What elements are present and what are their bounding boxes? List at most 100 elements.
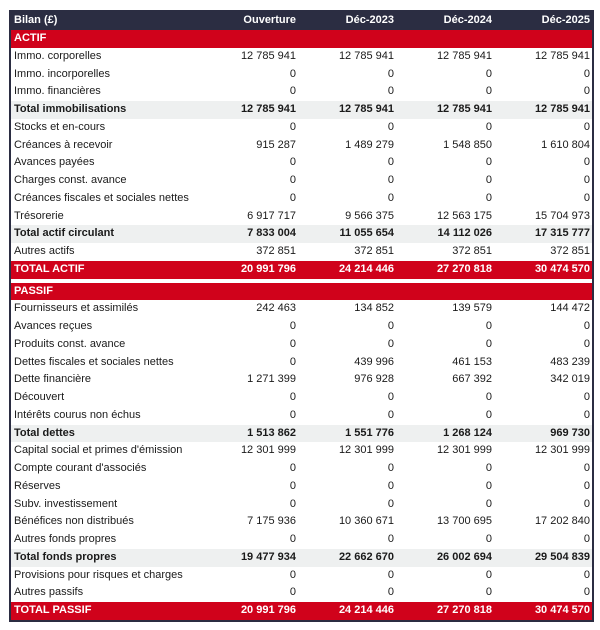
row-value: 0 <box>387 462 394 474</box>
row-value: 22 662 670 <box>338 550 394 563</box>
row-value: 17 202 840 <box>534 515 590 528</box>
row-value: 0 <box>289 191 296 204</box>
table-row: Charges const. avance 0 0 0 0 <box>11 172 592 190</box>
table-row: Bénéfices non distribués 7 175 936 10 360 … <box>11 513 592 531</box>
table-row: Compte courant d'associés 0 0 0 0 <box>11 460 592 478</box>
row-value: 372 851 <box>354 245 394 257</box>
row-value: 0 <box>485 497 492 510</box>
row-value: 0 <box>289 391 296 403</box>
row-value: 12 301 999 <box>436 444 492 457</box>
row-value: 24 214 446 <box>338 604 394 616</box>
table-row: Intérêts courus non échus 0 0 0 0 <box>11 407 592 425</box>
row-value: 0 <box>583 497 590 510</box>
row-label: Produits const. avance <box>14 337 126 350</box>
row-value: 0 <box>485 191 492 204</box>
subtotal-row: Total dettes 1 513 862 1 551 776 1 268 124 9… <box>11 424 592 443</box>
row-value: 0 <box>289 320 296 332</box>
row-value: 0 <box>387 156 394 169</box>
row-label: Créances à recevoir <box>14 138 113 151</box>
row-value: 0 <box>485 337 492 350</box>
row-value: 12 301 999 <box>534 444 590 457</box>
row-value: 0 <box>289 67 296 80</box>
row-label: Immo. financières <box>14 85 101 98</box>
row-value: 1 513 862 <box>247 426 296 439</box>
row-value: 0 <box>485 568 492 581</box>
row-label: Charges const. avance <box>14 174 127 186</box>
row-value: 969 730 <box>550 426 590 439</box>
row-value: 29 504 839 <box>534 550 590 563</box>
row-value: 342 019 <box>550 373 590 386</box>
row-value: 0 <box>583 320 590 332</box>
row-value: 0 <box>583 391 590 403</box>
row-label: Intérêts courus non échus <box>14 408 141 421</box>
row-label: Immo. incorporelles <box>14 67 110 80</box>
header-label: Bilan (£) <box>14 14 58 26</box>
subtotal-row: Total actif circulant 7 833 004 11 055 654… <box>11 225 592 243</box>
row-value: 17 315 777 <box>534 227 590 240</box>
row-value: 372 851 <box>550 245 590 257</box>
row-value: 0 <box>583 568 590 581</box>
row-value: 0 <box>289 479 296 492</box>
balance-sheet-table: Bilan (£) Ouverture Déc-2023 Déc-2024 Dé… <box>9 10 594 622</box>
row-value: 0 <box>485 67 492 80</box>
row-value: 139 579 <box>452 302 492 315</box>
grand-total-row: TOTAL PASSIF 20 991 796 24 214 446 27 270 8… <box>11 602 592 620</box>
row-value: 0 <box>387 320 394 332</box>
row-value: 0 <box>583 174 590 186</box>
row-value: 12 785 941 <box>338 49 394 62</box>
row-value: 30 474 570 <box>534 262 590 275</box>
row-value: 0 <box>289 85 296 98</box>
table-row: Autres passifs 0 0 0 0 <box>11 584 592 602</box>
row-value: 0 <box>289 156 296 169</box>
row-value: 0 <box>289 337 296 350</box>
column-header: Déc-2025 <box>541 14 590 26</box>
row-label: Avances reçues <box>14 320 93 332</box>
row-label: Total fonds propres <box>14 550 117 563</box>
table-row: Fournisseurs et assimilés 242 463 134 852 1… <box>11 300 592 318</box>
row-value: 7 833 004 <box>247 227 296 240</box>
row-value: 0 <box>485 156 492 169</box>
row-value: 0 <box>583 337 590 350</box>
section-title: PASSIF <box>14 284 53 297</box>
row-label: Immo. corporelles <box>14 49 102 62</box>
row-value: 461 153 <box>452 355 492 368</box>
row-value: 12 785 941 <box>338 103 394 115</box>
row-label: Autres actifs <box>14 245 75 257</box>
row-value: 0 <box>387 337 394 350</box>
row-value: 0 <box>289 497 296 510</box>
table-row: Trésorerie 6 917 717 9 566 375 12 563 175 15… <box>11 208 592 226</box>
row-value: 12 785 941 <box>534 103 590 115</box>
row-value: 0 <box>485 174 492 186</box>
row-value: 0 <box>387 586 394 599</box>
row-value: 0 <box>583 586 590 599</box>
row-value: 0 <box>485 462 492 474</box>
row-value: 0 <box>387 497 394 510</box>
row-label: Dettes fiscales et sociales nettes <box>14 355 174 368</box>
column-header: Ouverture <box>243 14 296 26</box>
row-value: 0 <box>583 85 590 98</box>
row-value: 0 <box>583 479 590 492</box>
row-value: 0 <box>485 391 492 403</box>
row-value: 13 700 695 <box>436 515 492 528</box>
row-value: 6 917 717 <box>247 209 296 222</box>
row-value: 0 <box>583 462 590 474</box>
row-value: 0 <box>485 85 492 98</box>
row-value: 667 392 <box>452 373 492 386</box>
row-value: 7 175 936 <box>247 515 296 528</box>
grand-total-row: TOTAL ACTIF 20 991 796 24 214 446 27 270 81… <box>11 260 592 279</box>
row-value: 0 <box>289 355 296 368</box>
row-label: Capital social et primes d'émission <box>14 444 183 457</box>
row-value: 0 <box>583 120 590 133</box>
row-value: 1 271 399 <box>247 373 296 386</box>
row-value: 12 563 175 <box>436 209 492 222</box>
row-value: 144 472 <box>550 302 590 315</box>
row-value: 11 055 654 <box>339 227 394 240</box>
row-label: Total dettes <box>14 426 75 439</box>
row-label: Trésorerie <box>14 209 64 222</box>
section-passif: PASSIF <box>11 282 592 301</box>
row-value: 27 270 818 <box>436 262 492 275</box>
row-value: 12 785 941 <box>534 49 590 62</box>
row-value: 0 <box>387 174 394 186</box>
table-row: Réserves 0 0 0 0 <box>11 478 592 496</box>
row-value: 0 <box>485 479 492 492</box>
